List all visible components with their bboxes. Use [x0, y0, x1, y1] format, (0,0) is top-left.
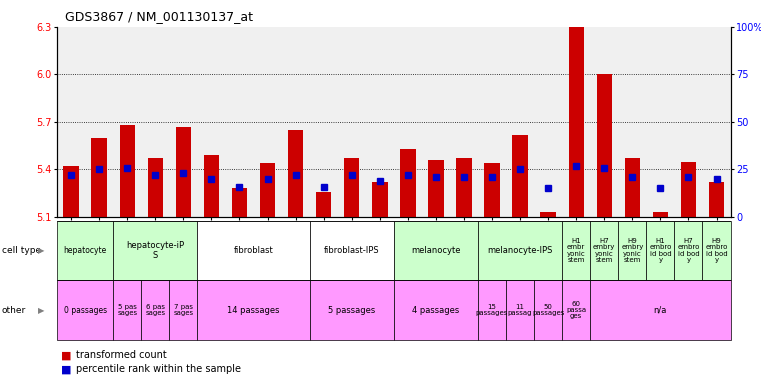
Bar — [484, 163, 500, 217]
Bar — [562, 280, 591, 340]
Text: 5 pas
sages: 5 pas sages — [117, 304, 137, 316]
Text: 7 pas
sages: 7 pas sages — [174, 304, 193, 316]
Text: H1
embro
id bod
y: H1 embro id bod y — [649, 238, 672, 263]
Text: 11
passag: 11 passag — [508, 304, 533, 316]
Text: fibroblast-IPS: fibroblast-IPS — [324, 246, 380, 255]
Text: 6 pas
sages: 6 pas sages — [145, 304, 165, 316]
Bar — [512, 134, 528, 217]
Text: n/a: n/a — [654, 306, 667, 314]
Bar — [568, 27, 584, 217]
Bar — [142, 280, 169, 340]
Bar — [591, 280, 731, 340]
Text: percentile rank within the sample: percentile rank within the sample — [76, 364, 241, 374]
Bar — [91, 138, 107, 217]
Bar — [400, 149, 416, 217]
Text: 60
passa
ges: 60 passa ges — [566, 301, 586, 319]
Bar — [204, 155, 219, 217]
Bar — [119, 125, 135, 217]
Bar — [625, 158, 640, 217]
Bar — [113, 221, 197, 280]
Bar — [310, 280, 393, 340]
Bar — [653, 212, 668, 217]
Bar — [506, 280, 534, 340]
Bar — [681, 162, 696, 217]
Text: H7
embro
id bod
y: H7 embro id bod y — [677, 238, 699, 263]
Bar — [394, 280, 478, 340]
Text: transformed count: transformed count — [76, 350, 167, 360]
Text: ▶: ▶ — [38, 306, 45, 314]
Text: melanocyte-IPS: melanocyte-IPS — [487, 246, 552, 255]
Bar — [260, 163, 275, 217]
Text: H9
embry
yonic
stem: H9 embry yonic stem — [621, 238, 644, 263]
Bar — [176, 127, 191, 217]
Text: H9
embro
id bod
y: H9 embro id bod y — [705, 238, 728, 263]
Text: ▶: ▶ — [38, 246, 45, 255]
Bar — [169, 280, 197, 340]
Bar — [478, 280, 506, 340]
Text: H1
embr
yonic
stem: H1 embr yonic stem — [567, 238, 586, 263]
Bar — [708, 182, 724, 217]
Bar — [288, 130, 304, 217]
Text: melanocyte: melanocyte — [411, 246, 460, 255]
Bar — [310, 221, 393, 280]
Text: ■: ■ — [61, 350, 72, 360]
Text: other: other — [2, 306, 26, 314]
Text: cell type: cell type — [2, 246, 40, 255]
Text: GDS3867 / NM_001130137_at: GDS3867 / NM_001130137_at — [65, 10, 253, 23]
Text: 4 passages: 4 passages — [412, 306, 460, 314]
Text: ■: ■ — [61, 364, 72, 374]
Text: 15
passages: 15 passages — [476, 304, 508, 316]
Bar — [674, 221, 702, 280]
Bar — [316, 192, 331, 217]
Bar — [534, 280, 562, 340]
Text: H7
embry
yonic
stem: H7 embry yonic stem — [593, 238, 616, 263]
Bar — [646, 221, 674, 280]
Text: 14 passages: 14 passages — [228, 306, 280, 314]
Text: 0 passages: 0 passages — [64, 306, 107, 314]
Bar — [591, 221, 618, 280]
Bar — [428, 160, 444, 217]
Bar — [197, 221, 310, 280]
Bar — [148, 158, 163, 217]
Bar — [63, 166, 79, 217]
Bar — [197, 280, 310, 340]
Text: 5 passages: 5 passages — [328, 306, 375, 314]
Text: 50
passages: 50 passages — [532, 304, 565, 316]
Bar — [702, 221, 731, 280]
Bar — [540, 212, 556, 217]
Text: hepatocyte-iP
S: hepatocyte-iP S — [126, 242, 184, 260]
Bar — [597, 74, 612, 217]
Bar — [618, 221, 646, 280]
Bar — [372, 182, 387, 217]
Bar — [57, 221, 113, 280]
Text: fibroblast: fibroblast — [234, 246, 273, 255]
Bar — [113, 280, 142, 340]
Bar — [457, 158, 472, 217]
Bar — [232, 189, 247, 217]
Bar — [478, 221, 562, 280]
Bar — [394, 221, 478, 280]
Bar — [562, 221, 591, 280]
Text: hepatocyte: hepatocyte — [63, 246, 107, 255]
Bar — [344, 158, 359, 217]
Bar — [57, 280, 113, 340]
